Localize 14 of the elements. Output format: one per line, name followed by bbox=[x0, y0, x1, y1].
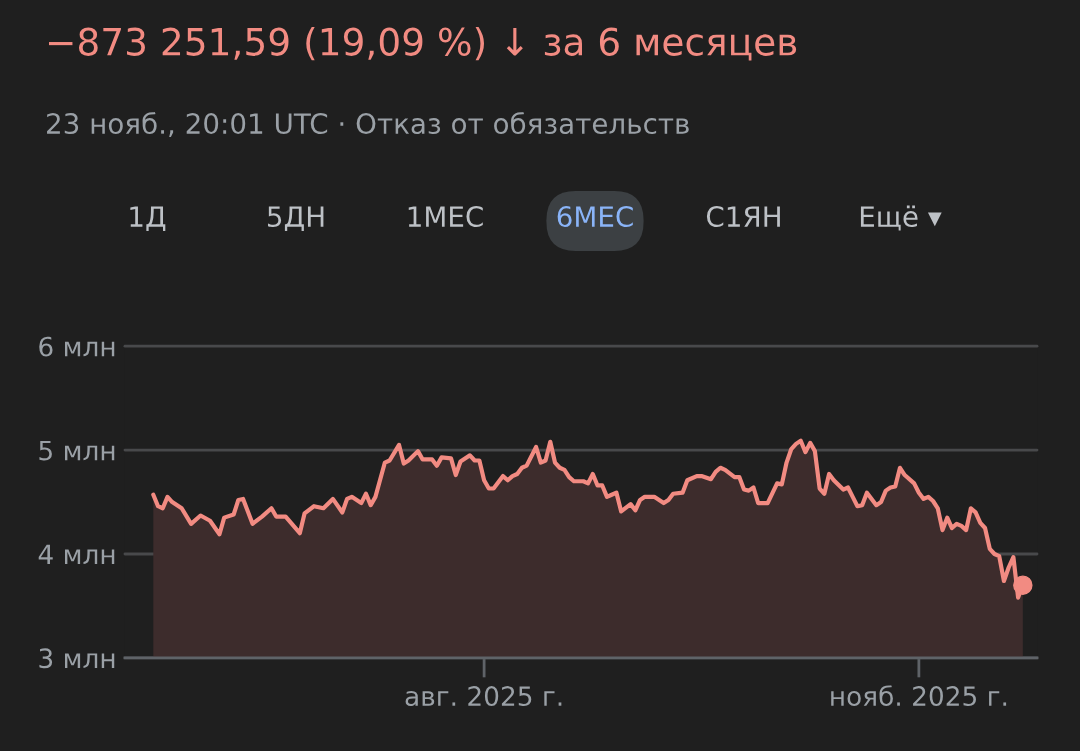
y-tick-label: 4 млн bbox=[38, 544, 115, 565]
text: 5ДН bbox=[268, 206, 324, 232]
text: С1ЯН bbox=[706, 206, 780, 228]
text: Ещё ▾ bbox=[860, 205, 942, 231]
y-tick-label: 5 млн bbox=[39, 440, 115, 461]
chart-title: −873 251,59 (19,09 %) ↓ за 6 месяцев bbox=[48, 26, 797, 61]
x-tick-label: авг. 2025 г. bbox=[405, 686, 562, 707]
y-tick-label: 3 млн bbox=[39, 648, 115, 669]
text: 1Д bbox=[130, 206, 166, 232]
text: 1МЕС bbox=[408, 206, 483, 228]
text: 6МЕС bbox=[557, 206, 633, 228]
x-tick-label: нояб. 2025 г. bbox=[831, 685, 1007, 707]
y-tick-label: 6 млн bbox=[39, 336, 115, 357]
chart-subtitle: 23 нояб., 20:01 UTC · Отказ от обязательств bbox=[47, 112, 689, 137]
